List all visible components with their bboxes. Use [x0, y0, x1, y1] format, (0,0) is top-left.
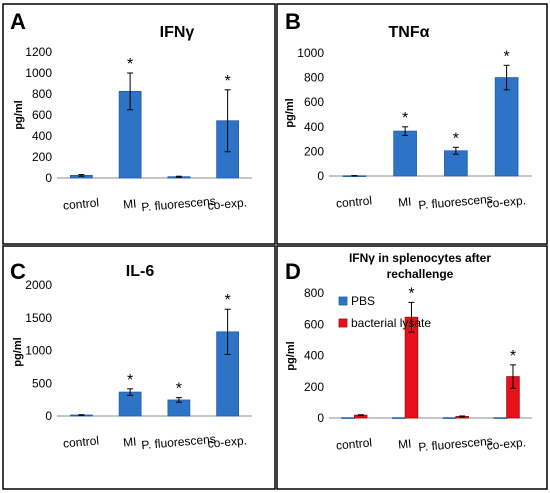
chart-d-ylabel: pg/ml	[285, 341, 297, 370]
chart-a-ytick: 1200	[25, 45, 52, 59]
chart-b-xtick: P. fluorescens	[418, 192, 493, 212]
chart-d-title-line-1: IFNγ in splenocytes after	[349, 251, 491, 265]
chart-a-significance-star: *	[127, 56, 133, 73]
chart-b-title: TNFα	[389, 24, 430, 41]
chart-d-xtick: control	[335, 435, 372, 452]
chart-c-ytick: 2000	[25, 278, 52, 292]
chart-c-title: IL-6	[126, 263, 155, 280]
chart-c-ytick: 1500	[25, 311, 52, 325]
chart-c-xtick: MI	[123, 434, 138, 449]
chart-c-ytick: 500	[32, 376, 52, 390]
chart-b-ytick: 600	[304, 95, 324, 109]
chart-b-xtick: MI	[398, 194, 413, 209]
chart-d-bar	[392, 417, 406, 419]
chart-a-title: IFNγ	[160, 24, 195, 41]
chart-b-xtick: co-exp.	[486, 193, 526, 210]
chart-d-ytick: 0	[317, 411, 324, 425]
chart-c-significance-star: *	[127, 372, 133, 389]
panel-c-frame	[2, 245, 276, 490]
chart-c-ylabel: pg/ml	[12, 337, 24, 366]
legend-swatch-pbs	[338, 296, 348, 306]
chart-b-significance-star: *	[453, 130, 459, 147]
chart-a-xtick: P. fluorescens	[141, 194, 216, 214]
chart-d-significance-star: *	[408, 285, 414, 302]
chart-a-significance-star: *	[225, 73, 231, 90]
chart-b-significance-star: *	[402, 110, 408, 127]
chart-a-ytick: 0	[45, 171, 52, 185]
chart-a-ytick: 400	[32, 129, 52, 143]
legend-label-bacterial-lysate: bacterial lysate	[351, 316, 431, 330]
chart-d-significance-star: *	[510, 348, 516, 365]
chart-d-bar	[442, 417, 457, 419]
chart-d-ytick: 200	[304, 380, 324, 394]
chart-b-ytick: 0	[317, 169, 324, 183]
panel-c: C IL-6 0 500 1000 1500 2000 pg/ml control MI * P. f…	[2, 245, 276, 490]
chart-d-title-line-2: rechallenge	[387, 267, 454, 281]
chart-b-ytick: 800	[304, 71, 324, 85]
chart-c-ytick: 1000	[25, 344, 52, 358]
chart-c-ytick: 0	[45, 409, 52, 423]
chart-d-xtick: co-exp.	[486, 435, 526, 452]
panel-b: B TNFα 0 200 400 600 800 1000 pg/ml control MI * P. …	[276, 3, 548, 245]
chart-c-significance-star: *	[176, 381, 182, 398]
chart-d-ytick: 600	[304, 317, 324, 331]
chart-d-bar	[341, 417, 355, 419]
chart-d-xtick: MI	[398, 436, 413, 451]
panel-d: D IFNγ in splenocytes after rechallenge 0 20…	[276, 245, 548, 490]
panel-d-letter: D	[285, 259, 301, 284]
panel-a-frame	[2, 3, 276, 245]
chart-b-ytick: 1000	[297, 46, 324, 60]
chart-d-xtick: P. fluorescens	[418, 434, 493, 454]
chart-a-ytick: 200	[32, 150, 52, 164]
panel-b-letter: B	[285, 9, 301, 34]
chart-a-xtick: control	[62, 195, 99, 212]
panel-a: A IFNγ 0 200 400 600 800 1000 1200 pg/ml control MI…	[2, 3, 276, 245]
chart-b-ytick: 200	[304, 144, 324, 158]
chart-a-ytick: 1000	[25, 66, 52, 80]
panel-d-frame	[276, 245, 548, 490]
legend-label-pbs: PBS	[351, 294, 375, 308]
chart-d-ytick: 400	[304, 349, 324, 363]
chart-a-ylabel: pg/ml	[13, 100, 25, 129]
chart-b-ylabel: pg/ml	[284, 98, 296, 127]
panel-b-frame	[276, 3, 548, 245]
chart-d-ytick: 800	[304, 286, 324, 300]
chart-c-significance-star: *	[225, 292, 231, 309]
chart-c-xtick: P. fluorescens	[141, 432, 216, 452]
chart-b-xtick: control	[335, 193, 372, 210]
chart-a-xtick: MI	[123, 196, 138, 211]
chart-a-ytick: 600	[32, 108, 52, 122]
chart-a-ytick: 800	[32, 87, 52, 101]
chart-b-bar	[494, 77, 519, 177]
chart-a-xtick: co-exp.	[207, 195, 247, 212]
chart-c-xtick: co-exp.	[207, 433, 247, 450]
chart-b-ytick: 400	[304, 120, 324, 134]
panel-c-letter: C	[10, 259, 26, 284]
chart-b-bar	[393, 130, 417, 177]
panel-a-letter: A	[10, 9, 26, 34]
chart-d-bar	[493, 417, 508, 419]
chart-b-significance-star: *	[504, 48, 510, 65]
chart-c-xtick: control	[62, 433, 99, 450]
legend-swatch-bacterial-lysate	[338, 318, 348, 328]
